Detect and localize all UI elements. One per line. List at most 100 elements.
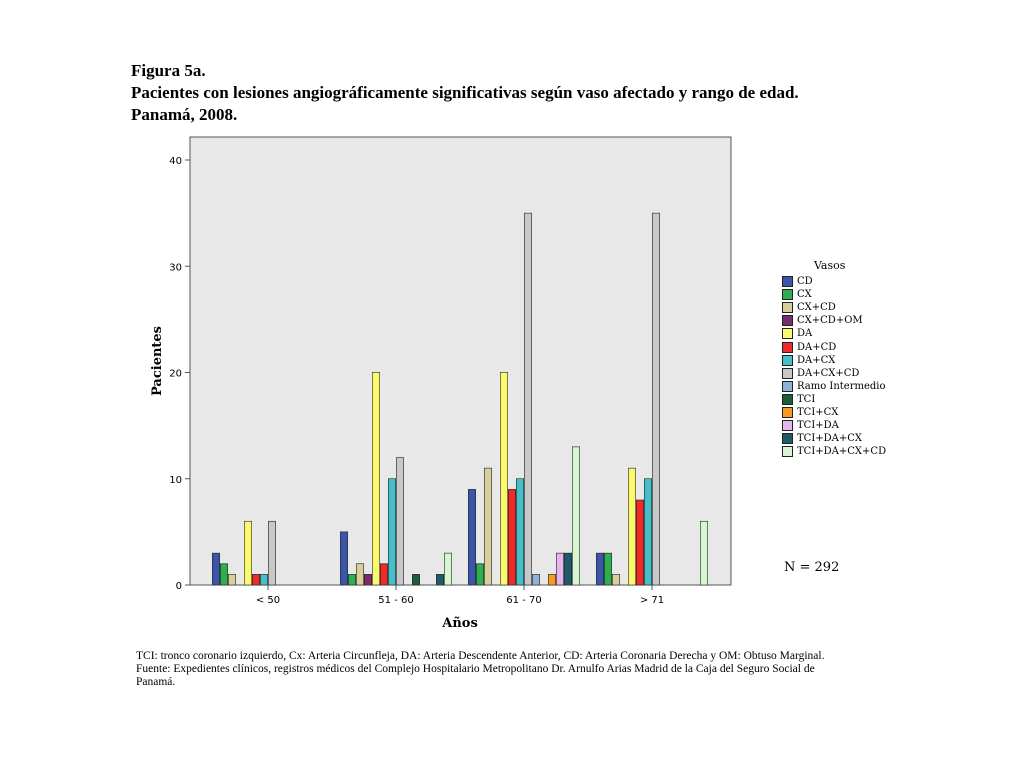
bar-da-cd-3 [635, 499, 644, 586]
x-axis-title: Años [441, 616, 478, 631]
legend-item: TCI+CX [782, 406, 932, 419]
sample-size-label: N = 292 [784, 560, 840, 575]
x-tick-label: < 50 [256, 595, 280, 606]
bar-tci-1 [411, 574, 420, 586]
bar-cx-cd-0 [228, 574, 237, 586]
bar-da-cd-1 [379, 563, 388, 586]
legend-label: DA+CX+CD [797, 367, 860, 379]
note-line-1: TCI: tronco coronario izquierdo, Cx: Art… [136, 650, 825, 662]
bar-cx-cd-om-1 [363, 574, 372, 586]
legend-item: DA+CD [782, 340, 932, 353]
figure-heading: Figura 5a. Pacientes con lesiones angiog… [131, 60, 991, 126]
y-tick-label: 10 [169, 475, 182, 486]
bar-tci-da-cx-cd-1 [443, 552, 452, 586]
legend-swatch [782, 380, 793, 392]
bar-cd-3 [595, 552, 604, 586]
bar-da-cx-0 [259, 574, 268, 586]
bar-da-cx-cd-0 [267, 520, 276, 586]
legend-swatch [782, 328, 793, 340]
bar-da-1 [371, 372, 380, 586]
bar-da-cd-0 [252, 574, 261, 586]
y-tick-label: 30 [169, 262, 182, 273]
axes-group: 0 10 20 30 40 < 50 51 - 60 61 - 70 > 71 [169, 156, 664, 606]
bar-da-cx-3 [643, 478, 652, 586]
note-line-3: Panamá. [136, 676, 176, 688]
bar-cx-1 [347, 574, 356, 586]
legend-swatch [782, 393, 793, 405]
legend: Vasos CD CX CX+CD CX+CD+OM DA DA+CD DA+CX DA+CX… [782, 259, 932, 458]
legend-swatch [782, 354, 793, 366]
bar-cx-cd-2 [483, 467, 492, 586]
legend-label: TCI [797, 393, 816, 405]
bar-da-0 [244, 520, 253, 586]
bar-tci-da-cx-2 [563, 552, 572, 586]
legend-item: DA [782, 327, 932, 340]
bar-cx-cd-1 [355, 563, 364, 586]
legend-label: CX+CD [797, 302, 836, 314]
legend-label: DA+CD [797, 341, 837, 353]
y-tick-label: 20 [169, 369, 182, 380]
legend-label: TCI+DA+CX+CD [797, 446, 887, 458]
legend-swatch [782, 446, 793, 458]
legend-items: CD CX CX+CD CX+CD+OM DA DA+CD DA+CX DA+CX+CD Ram… [782, 275, 932, 458]
legend-item: CX+CD+OM [782, 314, 932, 327]
legend-swatch [782, 302, 793, 314]
bar-da-cx-1 [387, 478, 396, 586]
bar-cx-0 [220, 563, 229, 586]
bar-da-cd-2 [507, 489, 516, 586]
legend-swatch [782, 367, 793, 379]
bar-tci-cx-2 [547, 574, 556, 586]
bar-tci-da-2 [555, 552, 564, 586]
legend-item: DA+CX+CD [782, 367, 932, 380]
bar-ramo-intermedio-2 [531, 574, 540, 586]
bar-da-2 [499, 372, 508, 586]
legend-swatch [782, 341, 793, 353]
bar-cd-2 [467, 489, 476, 586]
bar-da-cx-cd-2 [523, 212, 532, 586]
legend-item: TCI+DA+CX [782, 432, 932, 445]
legend-item: CX [782, 288, 932, 301]
legend-swatch [782, 433, 793, 445]
bars-group [212, 212, 708, 586]
legend-item: TCI+DA [782, 419, 932, 432]
legend-title: Vasos [814, 259, 846, 272]
y-axis-title: Pacientes [150, 326, 165, 396]
legend-swatch [782, 406, 793, 418]
legend-label: Ramo Intermedio [797, 380, 886, 392]
legend-item: TCI [782, 393, 932, 406]
x-tick-label: 51 - 60 [378, 595, 413, 606]
bar-tci-da-cx-cd-2 [571, 446, 580, 586]
legend-label: DA [797, 328, 813, 340]
bar-cx-cd-3 [611, 574, 620, 586]
x-tick-label: > 71 [640, 595, 664, 606]
bar-da-cx-2 [515, 478, 524, 586]
bar-tci-da-cx-cd-3 [699, 520, 708, 586]
legend-label: TCI+DA [797, 420, 839, 432]
note-line-2: Fuente: Expedientes clínicos, registros … [136, 663, 815, 675]
figure-notes: TCI: tronco coronario izquierdo, Cx: Art… [136, 650, 926, 689]
legend-swatch [782, 315, 793, 327]
y-tick-label: 0 [176, 581, 182, 592]
bar-cd-0 [212, 552, 221, 586]
figure-label: Figura 5a. [131, 61, 206, 80]
legend-label: TCI+CX [797, 406, 839, 418]
x-tick-label: 61 - 70 [506, 595, 541, 606]
legend-item: TCI+DA+CX+CD [782, 445, 932, 458]
legend-item: DA+CX [782, 354, 932, 367]
legend-label: CX [797, 289, 812, 301]
legend-item: CX+CD [782, 301, 932, 314]
bar-da-cx-cd-1 [395, 457, 404, 586]
bar-cx-2 [475, 563, 484, 586]
legend-label: TCI+DA+CX [797, 433, 863, 445]
legend-label: CX+CD+OM [797, 315, 863, 327]
legend-item: CD [782, 275, 932, 288]
y-tick-label: 40 [169, 156, 182, 167]
bar-cd-1 [339, 531, 348, 586]
figure-title-line-1: Pacientes con lesiones angiográficamente… [131, 83, 799, 102]
legend-item: Ramo Intermedio [782, 380, 932, 393]
figure-title-line-2: Panamá, 2008. [131, 105, 238, 124]
legend-label: CD [797, 276, 813, 288]
bar-da-cx-cd-3 [651, 212, 660, 586]
legend-swatch [782, 276, 793, 288]
